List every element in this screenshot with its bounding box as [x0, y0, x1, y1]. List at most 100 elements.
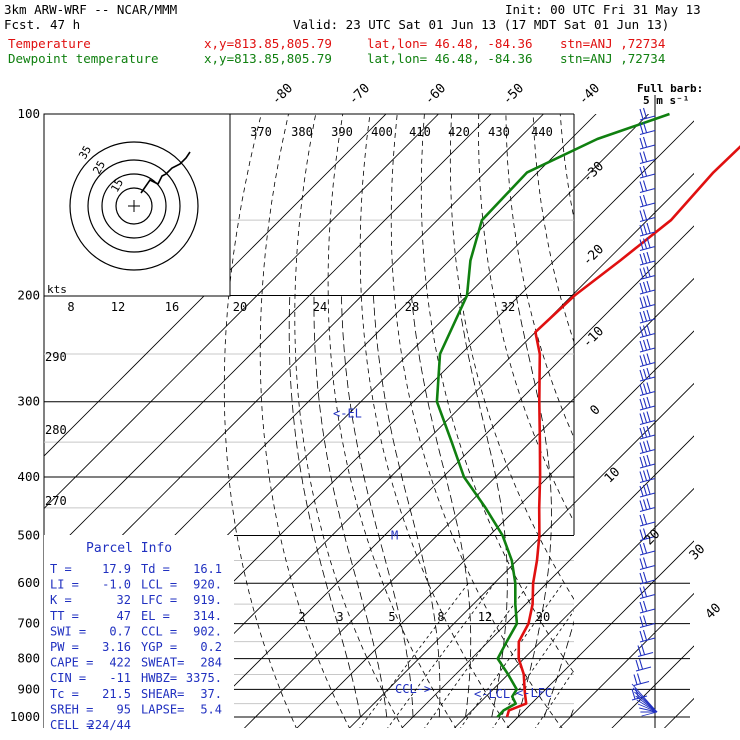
wind-barb-shaft: [631, 695, 648, 701]
wind-barb-flag: [639, 224, 644, 236]
parcel-info-title: Parcel Info: [86, 541, 172, 556]
parcel-info-key: CELL =: [50, 718, 93, 732]
wind-barb: [639, 542, 656, 556]
isotherm-label: -30: [580, 159, 607, 186]
isotherm: [243, 277, 694, 728]
wind-barb: [637, 644, 654, 658]
wind-barb-shaft: [639, 216, 656, 223]
isotherm: [44, 114, 387, 457]
wind-barb-flag: [646, 266, 651, 277]
surface-wind-barb: [635, 695, 658, 713]
wind-barb-shaft: [639, 202, 656, 208]
wind-barb-flag: [639, 355, 644, 366]
wind-barb: [639, 122, 656, 136]
parcel-info-value: 902.: [193, 624, 222, 638]
wind-barb-flag: [640, 644, 646, 655]
m-marker: M: [391, 528, 398, 542]
wind-barb-flag: [639, 181, 644, 192]
wind-barb-flag: [646, 222, 651, 234]
wind-barb-flag: [639, 326, 644, 337]
wind-barb-flag: [639, 268, 644, 279]
wind-barb-flag: [639, 137, 644, 149]
theta-label: 280: [45, 423, 67, 437]
wind-barb-shaft: [639, 158, 656, 165]
wind-barb: [639, 194, 656, 208]
theta-e-label: 410: [409, 125, 431, 139]
wind-barb-flag: [639, 152, 644, 163]
temperature-line: [505, 145, 740, 718]
dewpoint-series-name: Dewpoint temperature: [8, 51, 159, 66]
wind-barb-flag: [639, 413, 644, 424]
wind-barb-flag: [642, 557, 648, 568]
isotherm-label: -60: [422, 81, 449, 108]
isotherm: [138, 172, 694, 728]
wind-barb-flag: [646, 440, 651, 451]
parcel-info-key: SWEAT=: [141, 656, 184, 670]
theta-e-label: 390: [331, 125, 353, 139]
wind-barb-flag: [639, 529, 644, 540]
wind-barb-flag: [635, 659, 640, 671]
lapse-label: 16: [165, 300, 179, 314]
wind-barb-flag: [646, 367, 651, 379]
pressure-label-700: 700: [17, 616, 40, 631]
isotherm-label: 10: [602, 465, 624, 487]
parcel-info-key: Tc =: [50, 687, 79, 701]
wind-barb-flag: [642, 600, 648, 612]
dry-adiabat: [696, 114, 740, 730]
theta-e-label: 380: [291, 125, 313, 139]
pressure-label-600: 600: [17, 575, 40, 590]
mixing-ratio-label: 20: [536, 610, 550, 624]
wind-barb-flag: [639, 572, 644, 584]
wind-barb-flag: [646, 454, 651, 466]
parcel-info-value: 95: [117, 702, 131, 716]
temperature-xy: x,y=813.85,805.79: [204, 36, 332, 51]
wind-barb-flag: [642, 296, 648, 307]
wind-barb-flag: [633, 674, 638, 685]
wind-barb-flag: [642, 252, 648, 264]
pressure-label-100: 100: [17, 106, 40, 121]
wind-barb-flag: [639, 282, 644, 294]
wind-barb-flag: [639, 587, 644, 598]
moist-adiabat: [313, 295, 388, 718]
parcel-info-value: 5.4: [200, 702, 222, 716]
ccl-marker: CCL->: [395, 682, 431, 696]
wind-barb-flag: [639, 601, 644, 613]
wind-barb-flag: [646, 353, 651, 364]
isotherm: [191, 225, 694, 728]
moist-adiabat: [288, 295, 361, 718]
theta-label: 290: [45, 350, 67, 364]
temperature-series-name: Temperature: [8, 36, 91, 51]
lapse-label: 28: [405, 300, 419, 314]
dry-adiabat: [390, 114, 563, 728]
dewpoint-xy: x,y=813.85,805.79: [204, 51, 332, 66]
wind-barb-flag: [639, 558, 644, 569]
wind-barb-shaft: [639, 245, 656, 252]
wind-barb-flag: [646, 324, 651, 335]
theta-e-label: 440: [531, 125, 553, 139]
lapse-label: 12: [111, 300, 125, 314]
wind-barb-flag: [642, 165, 648, 177]
parcel-info-key: EL =: [141, 609, 170, 623]
wind-barb-flag: [639, 442, 644, 453]
dry-adiabat: [669, 114, 740, 730]
wind-barb: [631, 687, 648, 701]
lapse-label: 24: [313, 300, 327, 314]
wind-barb-flag: [642, 194, 648, 206]
wind-barb-shaft: [639, 115, 656, 121]
wind-barb-flag: [631, 688, 636, 700]
wind-barb: [639, 557, 656, 571]
wind-barb-flag: [642, 455, 648, 467]
hodograph-ring-label: 35: [76, 144, 94, 162]
wind-barb-flag: [639, 369, 644, 381]
pressure-label-300: 300: [17, 394, 40, 409]
wind-barb-shaft: [639, 318, 656, 324]
wind-barb-flag: [639, 485, 644, 497]
wind-barb: [639, 309, 656, 324]
theta-e-label: 400: [371, 125, 393, 139]
wind-barb-shaft: [639, 419, 656, 426]
wind-barb-flag: [642, 426, 648, 438]
mixing-ratio-label: 3: [336, 610, 343, 624]
pressure-label-400: 400: [17, 469, 40, 484]
wind-barb: [639, 425, 656, 440]
